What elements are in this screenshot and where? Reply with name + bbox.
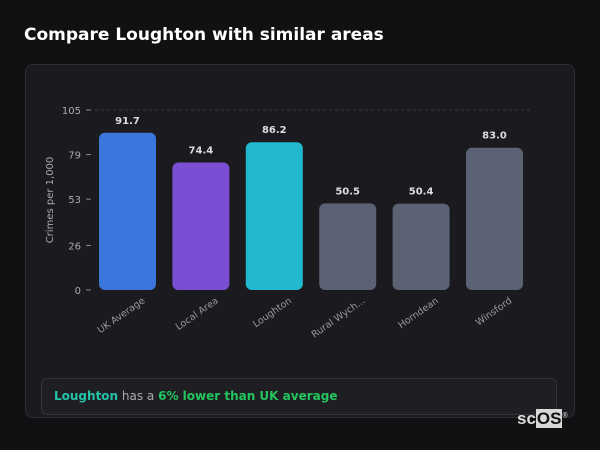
- x-tick-label: Local Area: [174, 295, 221, 332]
- y-tick-label: 26: [68, 241, 81, 252]
- scos-logo: scOS®: [517, 409, 568, 428]
- y-axis-label: Crimes per 1,000: [45, 157, 56, 244]
- bar-3: [319, 203, 377, 290]
- bar-value-label: 91.7: [115, 116, 140, 127]
- x-tick-label: UK Average: [96, 295, 148, 336]
- bar-value-label: 50.4: [409, 187, 434, 198]
- y-tick-label: 79: [68, 151, 81, 162]
- summary-middle: has a: [118, 389, 159, 403]
- y-tick-label: 0: [75, 286, 81, 297]
- x-tick-label: Winsford: [474, 295, 514, 328]
- bar-2: [245, 142, 303, 290]
- bar-4: [392, 203, 450, 290]
- bar-0: [99, 132, 156, 290]
- summary-comparison: 6% lower than UK average: [158, 389, 338, 403]
- bar-1: [172, 162, 230, 290]
- summary-area: Loughton: [54, 389, 119, 403]
- bar-value-label: 86.2: [262, 125, 287, 136]
- bar-value-label: 50.5: [335, 186, 360, 197]
- y-tick-label: 53: [68, 195, 81, 206]
- page-title: Compare Loughton with similar areas: [24, 25, 384, 45]
- bar-value-label: 74.4: [189, 145, 214, 156]
- y-tick-label: 105: [62, 106, 81, 117]
- x-tick-label: Loughton: [251, 295, 294, 330]
- x-tick-label: Horndean: [396, 295, 440, 331]
- x-tick-label: Rural Wych...: [310, 295, 368, 340]
- summary-box: Loughton has a 6% lower than UK average: [41, 378, 557, 415]
- bar-5: [466, 147, 523, 290]
- bar-value-label: 83.0: [482, 131, 507, 142]
